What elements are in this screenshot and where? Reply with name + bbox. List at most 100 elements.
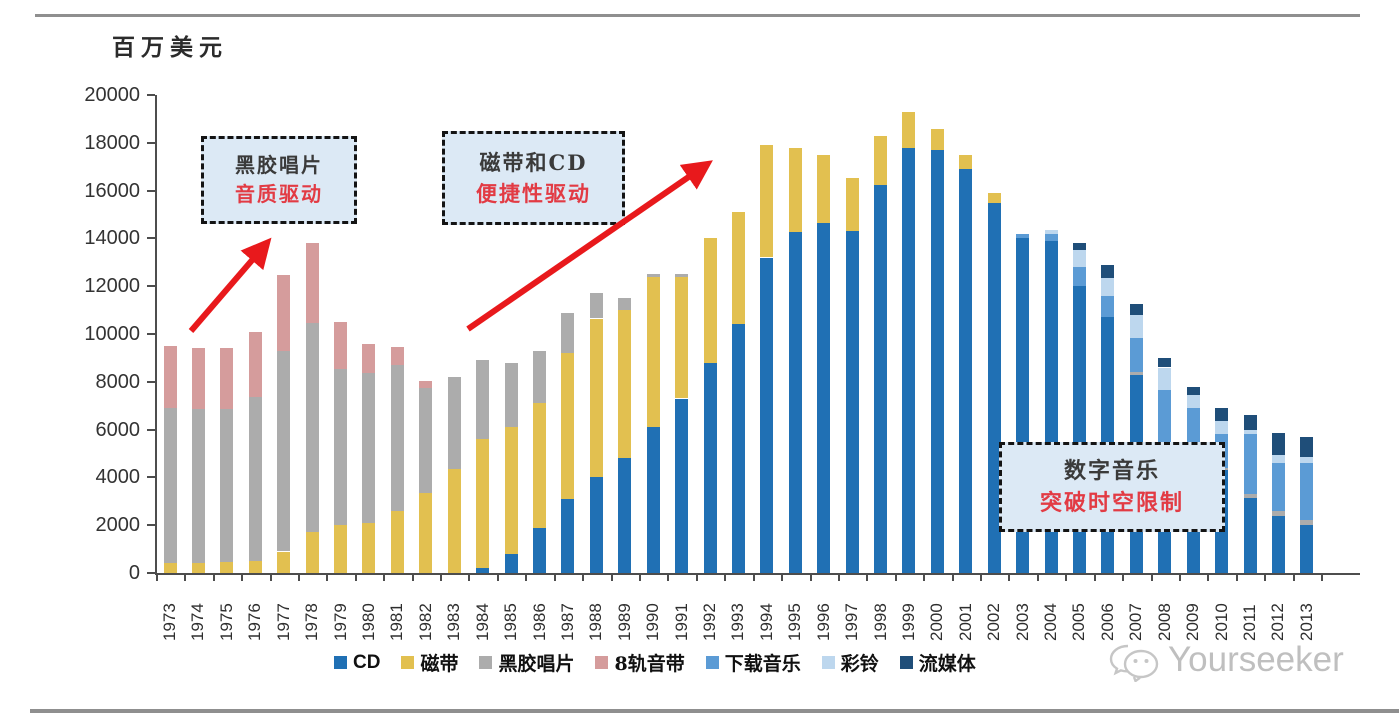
y-axis-tick bbox=[147, 428, 155, 431]
bar-segment-2007-下载音乐 bbox=[1129, 337, 1143, 373]
bar-segment-2000-CD bbox=[930, 150, 944, 573]
legend-label: CD bbox=[353, 651, 381, 673]
x-axis-year-label: 2001 bbox=[955, 603, 975, 641]
bar-segment-2002-CD bbox=[987, 202, 1001, 573]
bar-segment-2009-彩铃 bbox=[1186, 394, 1200, 408]
bar-segment-2005-下载音乐 bbox=[1072, 267, 1086, 287]
bar-segment-2010-流媒体 bbox=[1215, 408, 1228, 422]
x-axis-tick bbox=[525, 575, 528, 581]
bar-segment-2012-下载音乐 bbox=[1271, 463, 1285, 511]
x-axis-year-label: 2003 bbox=[1012, 603, 1032, 641]
bar-segment-1980-黑胶唱片 bbox=[362, 373, 376, 523]
legend-item-彩铃: 彩铃 bbox=[821, 649, 879, 676]
x-axis-year-label: 1994 bbox=[756, 603, 776, 641]
x-axis-tick bbox=[1065, 575, 1068, 581]
bar-segment-2011-彩铃 bbox=[1243, 429, 1257, 435]
bar-segment-1984-磁带 bbox=[476, 439, 490, 569]
y-axis-tick bbox=[147, 476, 155, 479]
legend-swatch bbox=[899, 656, 913, 669]
bottom-divider-line bbox=[30, 709, 1399, 713]
y-axis-tick bbox=[147, 333, 155, 335]
bar-segment-2009-下载音乐 bbox=[1186, 408, 1200, 442]
x-axis-year-label: 2002 bbox=[984, 603, 1004, 641]
bar-segment-2012-流媒体 bbox=[1271, 433, 1285, 455]
up-arrow-icon bbox=[188, 237, 272, 333]
bar-segment-1975-磁带 bbox=[220, 562, 234, 573]
legend-label: 彩铃 bbox=[840, 653, 879, 675]
bar-segment-1973-8轨音带 bbox=[163, 345, 177, 408]
x-axis-year-label: 1977 bbox=[273, 603, 293, 641]
x-axis-year-label: 1983 bbox=[444, 603, 464, 641]
bar-segment-2013-下载音乐 bbox=[1300, 463, 1314, 521]
x-axis-tick bbox=[440, 575, 442, 581]
x-axis-tick bbox=[1150, 575, 1153, 581]
bar-segment-1993-CD bbox=[731, 324, 745, 573]
bar-segment-1991-黑胶唱片 bbox=[675, 274, 689, 277]
bar-segment-1994-磁带 bbox=[760, 145, 774, 258]
x-axis-year-label: 1979 bbox=[330, 603, 350, 641]
bar-segment-1982-黑胶唱片 bbox=[419, 387, 433, 493]
bar-segment-2006-下载音乐 bbox=[1101, 295, 1115, 318]
x-axis-tick bbox=[610, 575, 613, 581]
bar-segment-1995-磁带 bbox=[788, 147, 802, 233]
bar-segment-1996-CD bbox=[817, 222, 831, 573]
bar-segment-2010-彩铃 bbox=[1215, 421, 1228, 435]
x-axis-tick bbox=[1178, 575, 1181, 581]
bar-segment-1989-CD bbox=[618, 458, 632, 573]
bar-segment-1992-磁带 bbox=[703, 238, 717, 363]
bar-segment-1980-磁带 bbox=[362, 522, 376, 573]
x-axis-year-label: 1998 bbox=[870, 603, 890, 641]
callout-title: 黑胶唱片 bbox=[235, 153, 323, 177]
y-axis-tick-label: 12000 bbox=[84, 275, 140, 298]
x-axis-tick bbox=[695, 575, 698, 581]
legend-item-流媒体: 流媒体 bbox=[899, 649, 976, 676]
bar-segment-1984-黑胶唱片 bbox=[476, 360, 490, 440]
bar-segment-2012-黑胶唱片 bbox=[1271, 510, 1285, 516]
bar-segment-1974-黑胶唱片 bbox=[191, 409, 205, 564]
y-axis-tick-label: 0 bbox=[128, 562, 140, 584]
x-axis-tick bbox=[582, 575, 585, 581]
bar-segment-1987-磁带 bbox=[561, 353, 575, 499]
bar-segment-1985-黑胶唱片 bbox=[504, 362, 518, 428]
bar-segment-1988-黑胶唱片 bbox=[589, 293, 603, 319]
bar-segment-1991-磁带 bbox=[675, 276, 689, 399]
x-axis-tick bbox=[951, 575, 954, 581]
top-divider-line bbox=[35, 14, 1360, 17]
x-axis-year-label: 2004 bbox=[1041, 603, 1060, 641]
bar-segment-2002-磁带 bbox=[987, 193, 1001, 203]
bar-segment-2013-黑胶唱片 bbox=[1300, 520, 1314, 526]
bar-segment-2005-彩铃 bbox=[1072, 250, 1086, 267]
bar-segment-1980-8轨音带 bbox=[362, 343, 376, 374]
bar-segment-1987-黑胶唱片 bbox=[561, 312, 575, 354]
bar-segment-2005-流媒体 bbox=[1072, 243, 1086, 251]
bar-segment-1983-黑胶唱片 bbox=[447, 377, 461, 469]
watermark-text: Yourseeker bbox=[1168, 640, 1344, 679]
x-axis-year-label: 2006 bbox=[1097, 603, 1117, 641]
bar-segment-1998-CD bbox=[874, 184, 887, 573]
y-axis-tick-label: 4000 bbox=[95, 466, 141, 489]
bar-segment-2013-CD bbox=[1300, 525, 1314, 573]
bar-segment-2006-流媒体 bbox=[1101, 264, 1115, 278]
x-axis-tick bbox=[1321, 575, 1323, 581]
x-axis-year-label: 1990 bbox=[643, 603, 663, 641]
x-axis-tick bbox=[354, 575, 357, 581]
chart-legend: CD 磁带 黑胶唱片 8轨音带 下载音乐 彩铃 流媒体 bbox=[334, 649, 976, 676]
x-axis-year-label: 2012 bbox=[1268, 603, 1288, 641]
bar-segment-1979-黑胶唱片 bbox=[334, 368, 347, 526]
legend-item-下载音乐: 下载音乐 bbox=[705, 649, 801, 676]
bar-segment-1982-磁带 bbox=[419, 492, 433, 573]
x-axis-tick bbox=[667, 575, 670, 581]
callout-title: 磁带和CD bbox=[479, 150, 588, 175]
y-axis-unit-label: 百万美元 bbox=[112, 34, 228, 61]
y-axis-tick-label: 14000 bbox=[84, 227, 140, 250]
x-axis-year-label: 1980 bbox=[358, 603, 378, 641]
bar-segment-2007-流媒体 bbox=[1129, 304, 1143, 315]
bar-segment-2009-流媒体 bbox=[1186, 386, 1200, 395]
x-axis-tick bbox=[241, 575, 243, 581]
bar-segment-1981-黑胶唱片 bbox=[390, 365, 404, 511]
bar-segment-1999-磁带 bbox=[902, 111, 916, 148]
bar-segment-1976-磁带 bbox=[248, 561, 262, 573]
x-axis-year-label: 1974 bbox=[188, 603, 208, 641]
x-axis-tick bbox=[923, 575, 926, 581]
x-axis-tick bbox=[837, 575, 840, 581]
